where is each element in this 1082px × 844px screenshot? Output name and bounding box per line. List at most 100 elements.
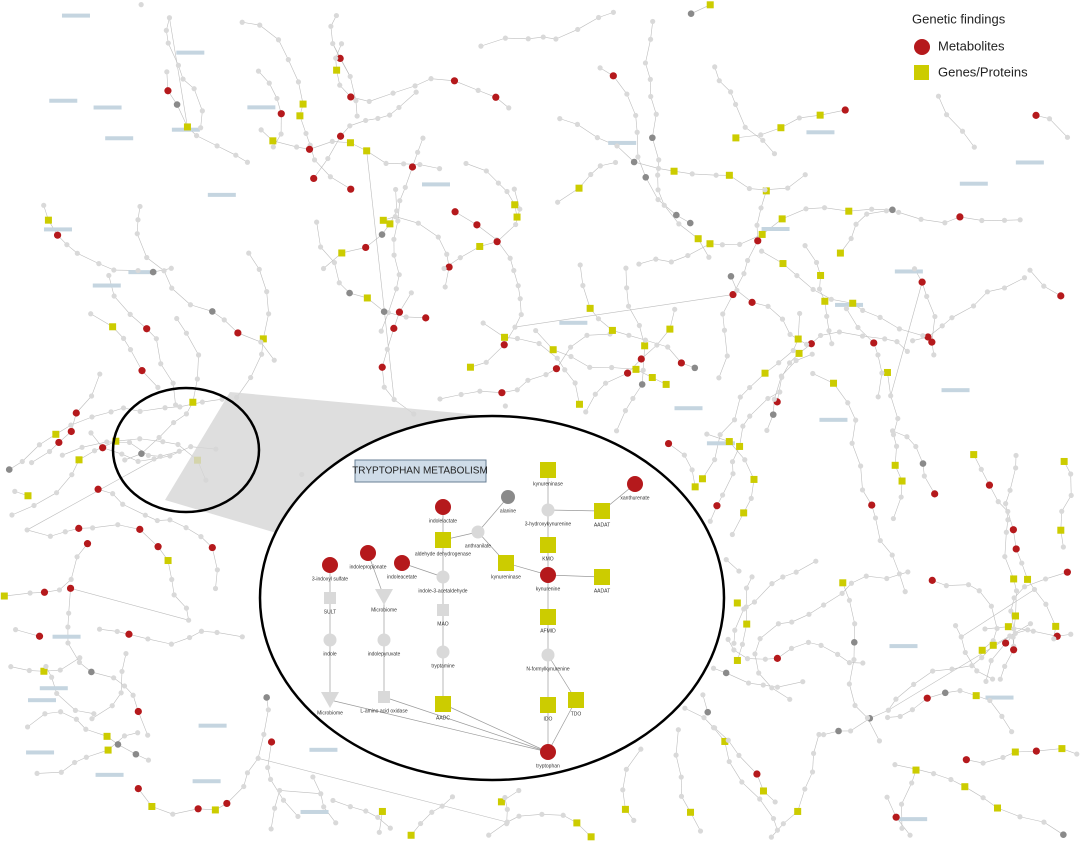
node <box>583 409 589 415</box>
edge <box>675 755 682 778</box>
gene-node <box>1057 526 1065 534</box>
node <box>655 187 661 193</box>
node <box>896 326 903 332</box>
node <box>437 396 443 402</box>
edge <box>812 289 832 300</box>
node <box>1060 544 1066 550</box>
edge <box>946 584 969 586</box>
node <box>1042 576 1049 582</box>
edge <box>866 210 887 215</box>
node <box>712 457 718 463</box>
gene-node <box>706 1 714 9</box>
node-label: aldehyde dehydrogenase <box>415 551 471 557</box>
node <box>318 791 324 797</box>
node <box>853 417 859 423</box>
node <box>760 682 766 688</box>
node <box>83 726 89 732</box>
node <box>745 680 752 686</box>
metabolite-node <box>267 738 276 746</box>
metabolite-node <box>234 329 242 337</box>
node <box>439 803 445 809</box>
edge <box>37 771 62 774</box>
node <box>771 151 778 157</box>
node <box>483 168 489 174</box>
gene-node <box>632 365 640 373</box>
node <box>155 384 161 390</box>
node <box>623 265 629 271</box>
node <box>442 284 448 290</box>
node <box>765 395 771 402</box>
edge <box>879 317 900 330</box>
node <box>336 280 342 286</box>
edge <box>33 492 57 506</box>
metabolite-node <box>677 359 685 367</box>
enzyme-node <box>437 604 449 616</box>
node <box>122 457 128 463</box>
node <box>875 394 881 400</box>
gene-node <box>698 475 706 483</box>
node <box>183 411 190 417</box>
metabolite-node <box>154 543 162 551</box>
edge <box>796 560 816 573</box>
edge <box>626 287 629 307</box>
node <box>920 333 926 339</box>
gene-node <box>993 804 1001 812</box>
node <box>1017 814 1023 820</box>
node <box>244 159 251 165</box>
node <box>765 303 771 309</box>
node-label: kynureninase <box>491 574 521 580</box>
node <box>877 537 883 544</box>
node <box>457 255 463 261</box>
node <box>255 68 262 74</box>
node <box>758 132 764 138</box>
node <box>778 373 784 379</box>
gene-node <box>648 374 656 382</box>
label-box <box>43 227 72 232</box>
node <box>323 633 337 647</box>
node <box>894 339 900 345</box>
gene-node <box>24 492 32 500</box>
metabolite-node <box>540 567 556 583</box>
edge <box>27 713 46 728</box>
node-label: indole <box>323 651 337 657</box>
edge <box>991 606 998 629</box>
node <box>89 414 95 420</box>
edge <box>517 338 540 344</box>
edge <box>258 70 270 84</box>
node <box>145 732 151 738</box>
edge <box>141 437 160 454</box>
edge <box>671 255 688 263</box>
node <box>843 306 850 312</box>
node <box>73 716 79 722</box>
node <box>353 98 359 104</box>
node <box>449 794 456 800</box>
edge <box>726 672 749 684</box>
node <box>272 805 278 811</box>
label-box <box>176 50 205 55</box>
node <box>31 502 37 509</box>
label-box <box>941 388 970 393</box>
node <box>241 783 247 790</box>
metabolite-node <box>1057 292 1065 300</box>
metabolite-node <box>143 325 151 333</box>
edge <box>931 316 936 343</box>
node <box>536 340 542 347</box>
node <box>557 116 563 122</box>
node <box>119 451 125 457</box>
edge <box>771 687 790 700</box>
edge <box>263 709 269 735</box>
metabolite-node <box>924 333 932 341</box>
edge <box>574 382 580 405</box>
edge <box>767 306 783 320</box>
node <box>1008 608 1014 614</box>
gene-node <box>759 787 767 795</box>
edge <box>414 78 432 87</box>
gene-node <box>164 557 172 565</box>
node <box>104 439 110 445</box>
edge <box>192 378 198 403</box>
node <box>54 690 60 697</box>
node <box>554 355 560 361</box>
node <box>79 444 85 450</box>
metabolite-node <box>390 324 398 332</box>
edge <box>1004 277 1025 289</box>
